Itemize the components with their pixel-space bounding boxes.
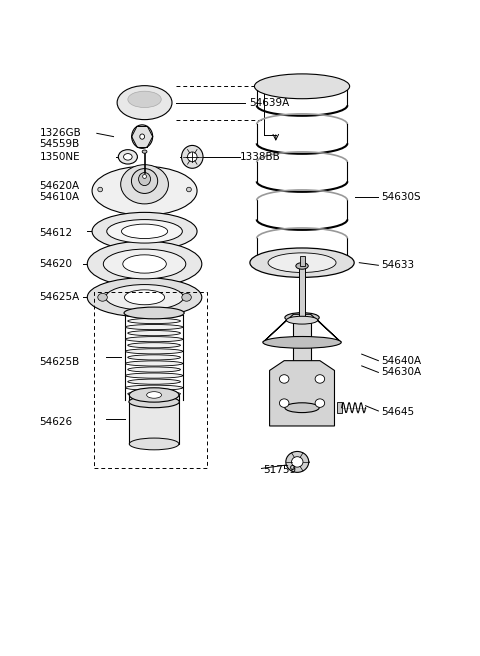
Ellipse shape [142, 150, 147, 154]
Ellipse shape [129, 388, 179, 402]
Ellipse shape [125, 337, 183, 342]
Text: 54620: 54620 [39, 259, 72, 269]
Text: 54610A: 54610A [39, 192, 80, 202]
Ellipse shape [181, 146, 203, 169]
Ellipse shape [120, 165, 168, 204]
Text: 54626: 54626 [39, 417, 72, 427]
Ellipse shape [129, 396, 180, 407]
Ellipse shape [103, 249, 186, 279]
Ellipse shape [287, 316, 318, 324]
Ellipse shape [263, 337, 341, 348]
Text: 1326GB: 1326GB [39, 129, 81, 138]
Ellipse shape [286, 451, 309, 472]
Ellipse shape [98, 293, 108, 301]
Text: 54612: 54612 [39, 228, 72, 238]
Text: 54630A: 54630A [381, 367, 421, 377]
Text: 1350NE: 1350NE [39, 152, 80, 162]
Ellipse shape [92, 167, 197, 215]
Ellipse shape [296, 262, 308, 269]
Ellipse shape [315, 399, 324, 407]
Ellipse shape [107, 220, 182, 243]
Ellipse shape [147, 392, 162, 398]
Ellipse shape [98, 187, 103, 192]
Ellipse shape [176, 181, 195, 197]
Ellipse shape [106, 285, 183, 310]
Text: 1338BB: 1338BB [240, 152, 281, 162]
Ellipse shape [123, 255, 166, 273]
Ellipse shape [187, 187, 192, 192]
Ellipse shape [188, 152, 197, 162]
Ellipse shape [125, 373, 183, 378]
Ellipse shape [128, 391, 180, 396]
Ellipse shape [285, 403, 319, 413]
Ellipse shape [128, 367, 180, 372]
Ellipse shape [285, 313, 319, 323]
Text: 54625B: 54625B [39, 357, 80, 367]
Text: 54645: 54645 [381, 407, 414, 417]
Ellipse shape [268, 253, 336, 272]
Ellipse shape [140, 134, 144, 139]
Text: 51759: 51759 [263, 465, 296, 476]
Ellipse shape [128, 318, 180, 323]
Ellipse shape [291, 457, 303, 467]
Text: 54625A: 54625A [39, 293, 80, 302]
Bar [300, 256, 304, 266]
Ellipse shape [128, 91, 161, 108]
Ellipse shape [182, 293, 192, 301]
Ellipse shape [118, 150, 137, 164]
Polygon shape [263, 314, 341, 342]
Text: 54633: 54633 [381, 260, 414, 270]
Bar [293, 318, 311, 407]
Ellipse shape [128, 355, 180, 360]
Polygon shape [270, 361, 335, 426]
Text: 54639A: 54639A [250, 98, 290, 108]
Ellipse shape [124, 290, 165, 305]
Ellipse shape [121, 224, 168, 239]
Ellipse shape [279, 399, 289, 407]
Bar [337, 403, 342, 413]
Ellipse shape [129, 438, 179, 450]
Ellipse shape [87, 277, 202, 317]
Ellipse shape [132, 169, 157, 194]
Ellipse shape [128, 342, 180, 348]
Ellipse shape [315, 375, 324, 383]
Text: 54620A: 54620A [39, 180, 80, 191]
Text: 54559B: 54559B [39, 139, 80, 149]
Ellipse shape [143, 174, 146, 178]
Ellipse shape [125, 361, 183, 366]
Ellipse shape [125, 312, 183, 318]
Ellipse shape [125, 349, 183, 354]
Ellipse shape [279, 375, 289, 383]
Ellipse shape [128, 331, 180, 336]
Bar [299, 266, 305, 316]
Text: 54630S: 54630S [381, 192, 420, 202]
Ellipse shape [92, 213, 197, 251]
Ellipse shape [139, 173, 151, 186]
Ellipse shape [123, 154, 132, 160]
Ellipse shape [250, 248, 354, 277]
Bar [129, 395, 179, 444]
Ellipse shape [124, 307, 184, 319]
Ellipse shape [254, 74, 349, 98]
Ellipse shape [125, 325, 183, 330]
Ellipse shape [132, 125, 153, 148]
Ellipse shape [117, 86, 172, 119]
Ellipse shape [128, 379, 180, 384]
Ellipse shape [87, 241, 202, 287]
Ellipse shape [125, 385, 183, 390]
Text: 54640A: 54640A [381, 356, 421, 365]
Ellipse shape [95, 181, 114, 197]
